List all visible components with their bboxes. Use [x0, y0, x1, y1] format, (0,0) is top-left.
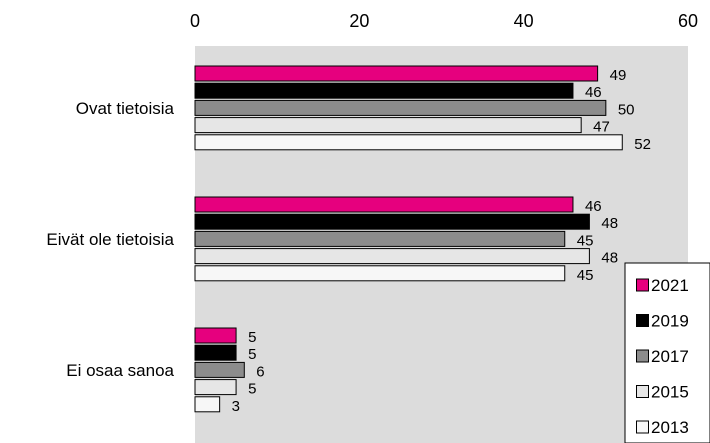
bar-2019-2	[194, 344, 237, 361]
data-label-2019-2: 5	[248, 346, 256, 363]
x-tick-label-1: 20	[349, 11, 369, 31]
data-label-2015-1: 48	[601, 250, 618, 267]
data-label-2021-2: 5	[248, 329, 256, 346]
data-label-2019-0: 46	[585, 84, 602, 101]
bars	[194, 65, 623, 413]
bar-2013-0	[194, 134, 623, 151]
bar-2015-1	[194, 248, 590, 265]
data-label-2013-0: 52	[634, 136, 651, 153]
category-label-1: Eivät ole tietoisia	[46, 230, 174, 249]
data-label-2013-2: 3	[232, 398, 240, 415]
bar-2013-2	[194, 396, 221, 413]
bar-2013-1	[194, 265, 566, 282]
legend-swatch-2019	[636, 314, 649, 327]
bar-2015-0	[194, 117, 582, 134]
data-label-2013-1: 45	[577, 267, 594, 284]
data-label-2015-0: 47	[593, 119, 610, 136]
data-label-2017-0: 50	[618, 101, 635, 118]
legend: 2021 2019 2017 2015 2013	[624, 262, 710, 443]
data-label-2021-1: 46	[585, 198, 602, 215]
category-labels: Ovat tietoisia Eivät ole tietoisia Ei osaa…	[46, 99, 174, 380]
category-label-2: Ei osaa sanoa	[66, 361, 174, 380]
x-tick-label-3: 60	[678, 11, 698, 31]
x-axis-ticks: 0 20 40 60	[190, 11, 698, 31]
bar-2021-1	[194, 196, 574, 213]
legend-label-2019: 2019	[651, 312, 689, 331]
legend-label-2015: 2015	[651, 383, 689, 402]
bar-2017-0	[194, 99, 607, 116]
bar-2021-0	[194, 65, 599, 82]
data-label-2015-2: 5	[248, 381, 256, 398]
x-tick-label-2: 40	[514, 11, 534, 31]
legend-label-2017: 2017	[651, 347, 689, 366]
legend-swatch-2021	[636, 278, 649, 292]
bar-2019-1	[194, 213, 590, 230]
bar-2019-0	[194, 82, 574, 99]
data-label-2021-0: 49	[610, 67, 627, 84]
bar-2017-2	[194, 361, 245, 378]
legend-swatch-2017	[636, 349, 649, 363]
bar-2021-2	[194, 327, 237, 344]
legend-label-2013: 2013	[651, 418, 689, 437]
data-label-2017-1: 45	[577, 232, 594, 249]
bar-2015-2	[194, 379, 237, 396]
legend-label-2021: 2021	[651, 276, 689, 295]
data-label-2017-2: 6	[256, 363, 264, 380]
legend-swatch-2013	[636, 420, 649, 434]
category-label-0: Ovat tietoisia	[76, 99, 175, 118]
data-label-2019-1: 48	[601, 215, 618, 232]
x-tick-label-0: 0	[190, 11, 200, 31]
legend-swatch-2015	[636, 385, 649, 398]
bar-2017-1	[194, 230, 566, 247]
